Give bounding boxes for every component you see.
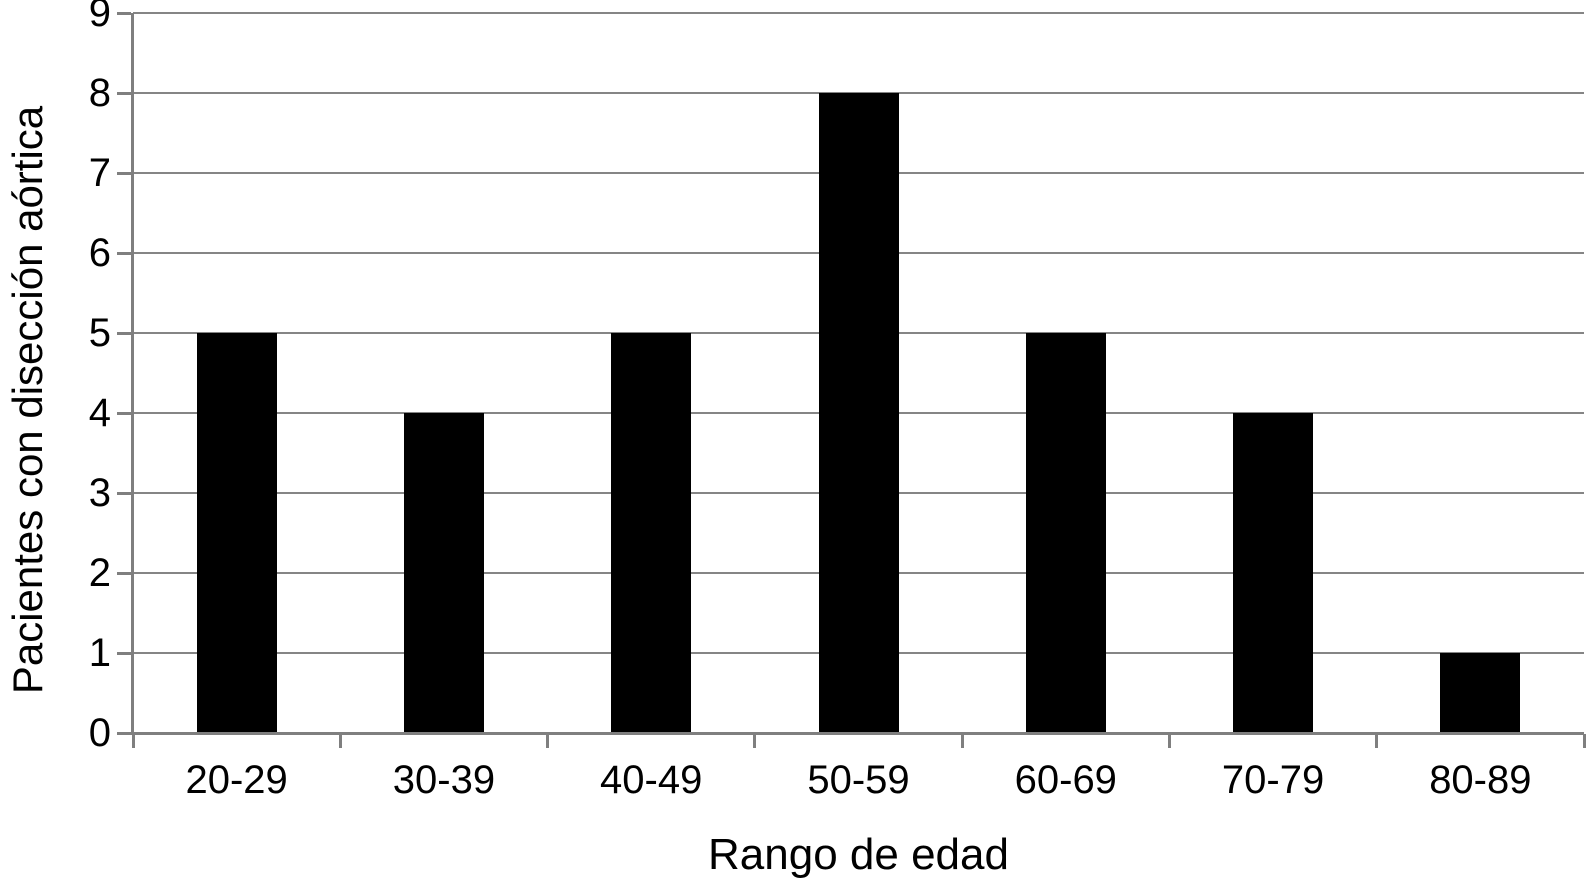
y-tick-4: [117, 412, 131, 415]
x-tick-label-20-29: 20-29: [185, 758, 288, 802]
y-tick-label-5: 5: [88, 311, 111, 355]
y-tick-7: [117, 172, 131, 175]
x-tick-label-70-79: 70-79: [1221, 758, 1325, 802]
gridline-y-9: [133, 12, 1584, 14]
y-tick-0: [117, 732, 131, 735]
bar-30-39: [403, 413, 484, 733]
y-tick-label-3: 3: [88, 471, 111, 515]
y-axis: [131, 13, 134, 735]
bar-20-29: [196, 333, 277, 733]
y-tick-label-4: 4: [88, 391, 111, 435]
bar-70-79: [1233, 413, 1314, 733]
bar-60-69: [1025, 333, 1106, 733]
bar-40-49: [611, 333, 692, 733]
x-tick-0: [131, 734, 135, 748]
x-tick-label-60-69: 60-69: [1014, 758, 1117, 802]
x-tick-label-40-49: 40-49: [600, 758, 703, 802]
bar-50-59: [818, 93, 899, 733]
x-tick-5: [1167, 734, 1171, 748]
x-tick-3: [753, 734, 757, 748]
x-tick-7: [1582, 734, 1586, 748]
bar-80-89: [1440, 653, 1521, 733]
y-tick-2: [117, 572, 131, 575]
x-tick-label-80-89: 80-89: [1429, 758, 1532, 802]
y-tick-9: [117, 12, 131, 15]
y-tick-label-7: 7: [88, 151, 111, 195]
x-axis: [131, 732, 1584, 735]
y-tick-label-8: 8: [88, 71, 111, 115]
y-tick-label-0: 0: [88, 711, 111, 755]
y-tick-5: [117, 332, 131, 335]
x-axis-label: Rango de edad: [708, 830, 1009, 879]
y-tick-6: [117, 252, 131, 255]
x-tick-label-50-59: 50-59: [807, 758, 910, 802]
y-tick-label-1: 1: [88, 631, 111, 675]
y-tick-label-2: 2: [88, 551, 111, 595]
x-tick-label-30-39: 30-39: [392, 758, 496, 802]
y-tick-label-6: 6: [88, 231, 111, 275]
y-tick-3: [117, 492, 131, 495]
y-tick-8: [117, 92, 131, 95]
y-tick-1: [117, 652, 131, 655]
x-tick-2: [546, 734, 550, 748]
y-tick-label-9: 9: [88, 0, 111, 35]
x-tick-6: [1375, 734, 1379, 748]
x-tick-1: [338, 734, 342, 748]
x-tick-4: [960, 734, 964, 748]
